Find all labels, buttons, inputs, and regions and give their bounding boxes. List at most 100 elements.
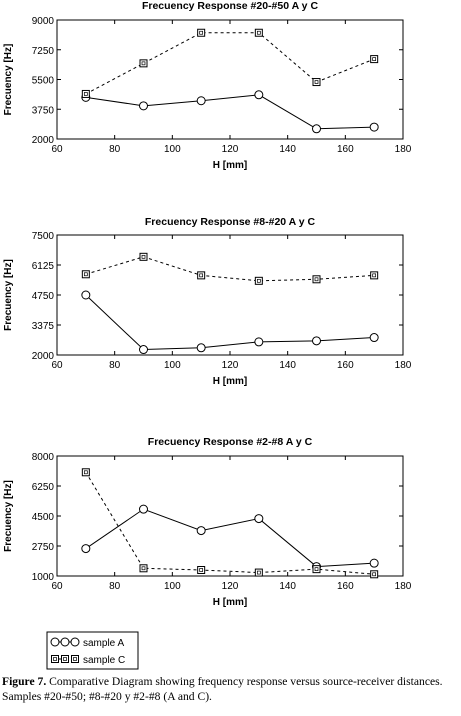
data-point [312,78,321,87]
data-point-inner [199,273,204,278]
data-point [196,343,206,353]
y-tick-label: 7500 [32,231,55,242]
y-axis-label: Frecuency [Hz] [3,259,14,331]
y-tick-label: 9000 [32,16,55,27]
series-line [85,32,375,95]
data-point-inner [314,567,319,571]
data-point-inner [141,61,146,66]
data-point-inner [372,572,377,577]
data-point [196,96,206,106]
data-point [369,558,379,568]
x-tick-label: 60 [51,144,63,155]
data-point [254,337,264,347]
data-point [370,570,379,579]
data-point-inner [256,570,261,575]
x-tick-label: 120 [222,144,239,155]
legend-marker [70,637,80,647]
x-tick-label: 160 [337,360,354,371]
x-tick-label: 140 [279,144,296,155]
x-tick-label: 100 [164,360,181,371]
plot-frame [56,234,404,356]
data-point [254,514,264,524]
data-point [312,275,321,284]
x-tick-label: 180 [395,144,412,155]
series-sample-a [81,90,379,134]
x-tick-label: 80 [109,581,121,592]
x-tick-label: 120 [222,581,239,592]
data-point [81,270,90,279]
x-tick-label: 80 [109,144,121,155]
plot-frame [56,455,404,577]
data-point-inner [314,80,319,84]
series-sample-a [81,290,379,355]
series-sample-c [81,28,379,98]
data-point [197,28,206,37]
x-tick-label: 80 [109,360,121,371]
x-tick-label: 60 [51,581,63,592]
data-point [312,336,321,346]
y-tick-label: 3375 [32,321,55,332]
y-tick-label: 4500 [32,512,55,523]
chart-title: Frecuency Response #20-#50 A y C [142,0,318,12]
legend-marker [60,637,70,647]
data-point [139,252,148,261]
legend-marker [51,655,59,663]
y-tick-label: 1000 [32,572,55,583]
y-tick-label: 3750 [32,105,55,116]
x-axis-label: H [mm] [213,597,247,608]
x-tick-label: 100 [164,581,181,592]
chart-1: Frecuency Response #20-#50 A y C 60 80 100 1… [3,0,412,171]
chart-title: Frecuency Response #8-#20 A y C [145,216,316,228]
data-point-inner [83,470,88,475]
x-tick-label: 140 [279,581,296,592]
data-point [196,526,206,536]
y-axis-label: Frecuency [Hz] [3,480,14,552]
data-point [369,122,379,132]
y-tick-label: 8000 [32,452,55,463]
caption-label: Figure 7. [2,675,47,688]
series-line [85,94,375,130]
data-point [312,124,321,134]
x-tick-label: 100 [164,144,181,155]
y-tick-label: 6250 [32,482,55,493]
x-axis-label: H [mm] [213,160,247,171]
x-tick-label: 160 [337,581,354,592]
series-line [85,256,375,282]
data-point [139,59,148,68]
x-tick-label: 120 [222,360,239,371]
legend-label: sample A [83,638,124,649]
legend-label: sample C [83,655,125,666]
figure-caption: Figure 7. Comparative Diagram showing fr… [2,674,459,704]
legend-marker-inner [53,657,57,661]
data-point [254,90,264,100]
data-point-inner [256,278,261,283]
y-tick-label: 2000 [32,351,55,362]
series-sample-a [81,504,379,572]
y-tick-label: 6125 [32,261,55,272]
data-point-inner [314,277,319,282]
data-point-inner [141,566,146,571]
series-sample-c [81,468,379,579]
series-line [85,294,375,351]
data-point-inner [141,254,146,259]
legend: sample A sample C [46,631,139,670]
x-tick-label: 60 [51,360,63,371]
y-tick-label: 2750 [32,542,55,553]
data-point [81,290,91,300]
data-point [254,28,263,37]
data-point [139,564,148,573]
x-axis-label: H [mm] [213,376,247,387]
x-tick-label: 180 [395,581,412,592]
y-axis-label: Frecuency [Hz] [3,44,14,116]
data-point [197,271,206,280]
caption-text: Comparative Diagram showing frequency re… [2,675,443,703]
plot-frame [56,19,404,140]
data-point [197,566,206,574]
series-line [85,472,375,575]
data-point-inner [199,30,204,35]
data-point [312,565,321,574]
legend-marker [71,655,79,663]
data-point [139,504,148,514]
legend-marker-inner [63,657,67,661]
data-point [81,468,90,477]
